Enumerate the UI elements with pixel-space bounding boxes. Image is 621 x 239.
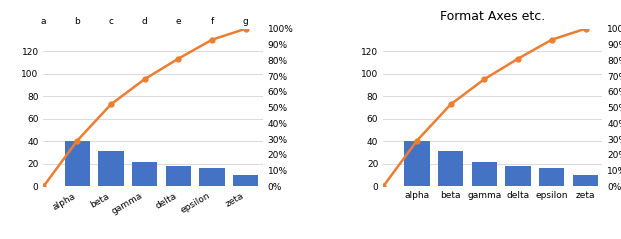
Title: Format Axes: Format Axes	[114, 0, 192, 1]
Bar	[98, 152, 124, 186]
Bar	[404, 141, 430, 186]
Bar	[233, 175, 258, 186]
Bar	[539, 168, 564, 186]
Bar	[166, 166, 191, 186]
Bar	[505, 166, 531, 186]
Title: Format Axes etc.: Format Axes etc.	[440, 10, 545, 23]
Bar	[438, 152, 463, 186]
Bar	[573, 175, 598, 186]
Bar	[199, 168, 225, 186]
Bar	[472, 162, 497, 186]
Bar	[132, 162, 157, 186]
Bar	[65, 141, 90, 186]
